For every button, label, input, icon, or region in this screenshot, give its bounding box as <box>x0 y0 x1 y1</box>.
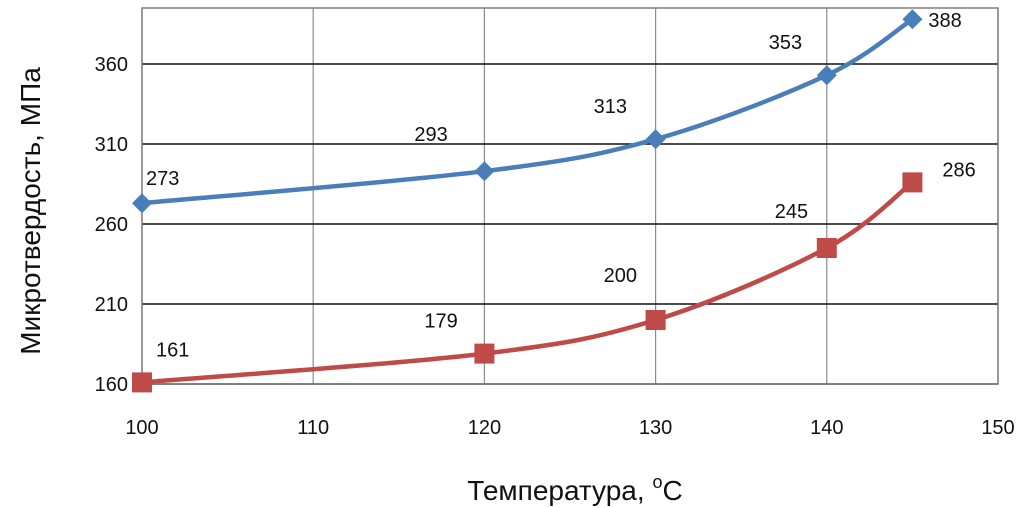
x-tick-label: 120 <box>468 417 501 439</box>
square-marker <box>645 310 666 330</box>
diamond-marker <box>132 193 152 214</box>
x-tick-labels: 100 110 120 130 140 150 <box>125 417 1014 439</box>
data-label: 313 <box>594 96 627 118</box>
x-tick-label: 130 <box>639 417 672 439</box>
data-label: 200 <box>604 265 637 287</box>
data-label-layer: 273 293 313 353 388 161 179 200 245 286 <box>146 10 976 361</box>
data-label: 179 <box>424 311 457 333</box>
series-line <box>139 16 915 206</box>
square-marker <box>902 172 923 193</box>
data-label: 388 <box>928 10 961 32</box>
y-tick-labels: 160 210 260 310 360 <box>95 54 128 396</box>
x-tick-label: 140 <box>810 417 843 439</box>
x-axis-title-unit-sup: o <box>652 472 662 492</box>
diamond-marker <box>645 129 666 150</box>
x-tick-label: 100 <box>125 417 158 439</box>
data-label: 353 <box>769 32 802 54</box>
x-axis-title-unit: C <box>662 475 682 506</box>
horizontal-gridlines <box>142 63 998 385</box>
y-tick-label: 160 <box>95 374 128 396</box>
y-axis-title: Микротвердость, МПа <box>15 67 46 355</box>
diamond-marker <box>474 161 495 182</box>
data-label: 273 <box>146 168 179 190</box>
x-tick-label: 150 <box>981 417 1014 439</box>
data-label: 286 <box>942 159 975 181</box>
series-line <box>139 180 915 385</box>
y-tick-label: 210 <box>95 294 128 316</box>
series-layer <box>132 9 923 393</box>
y-tick-label: 310 <box>95 134 128 156</box>
square-marker <box>816 238 837 258</box>
diamond-marker <box>816 65 837 86</box>
data-label: 245 <box>775 201 808 223</box>
square-marker <box>132 372 152 393</box>
diamond-marker <box>902 9 923 30</box>
x-tick-label: 110 <box>297 417 329 439</box>
y-tick-label: 360 <box>95 54 128 76</box>
x-axis-title-text: Температура, <box>467 475 652 506</box>
data-label: 161 <box>156 339 189 361</box>
square-marker <box>474 343 495 364</box>
x-axis-title: Температура, oC <box>467 472 682 506</box>
y-tick-label: 260 <box>95 214 128 236</box>
data-label: 293 <box>414 124 447 146</box>
